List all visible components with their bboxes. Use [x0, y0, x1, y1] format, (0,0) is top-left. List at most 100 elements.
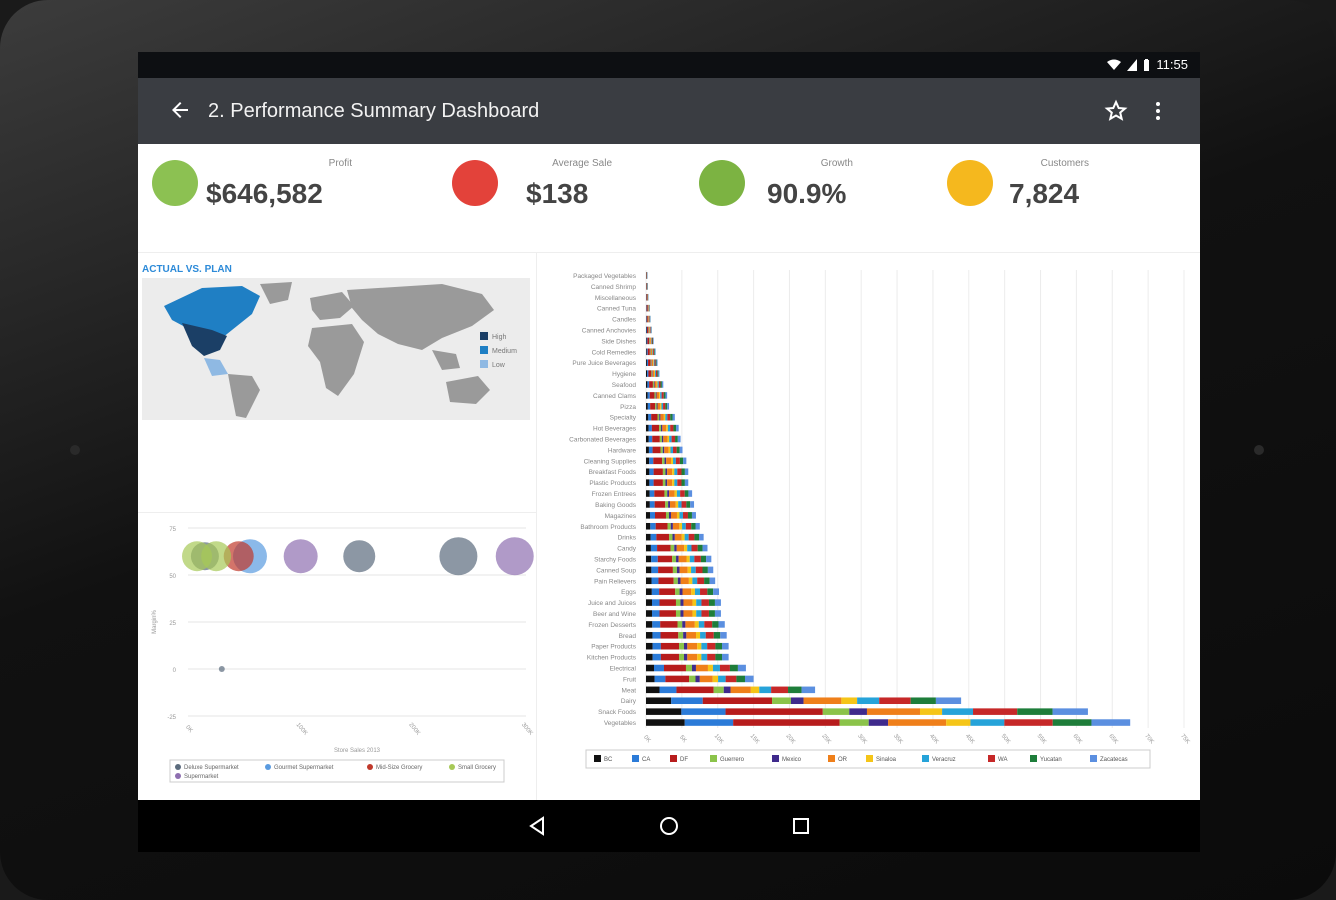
category-label: Bread: [619, 633, 637, 640]
kpi-profit[interactable]: Profit $646,582: [152, 156, 382, 236]
bar-segment: [649, 479, 654, 486]
bar-segment: [653, 359, 655, 366]
bar-segment: [694, 555, 701, 563]
bubble-chart[interactable]: 75 50 25 0 -25 0K 100K 200K 300K Margin% Store Sal…: [138, 516, 536, 796]
bar-segment: [708, 610, 715, 617]
bar-segment: [649, 512, 655, 519]
legend-label: Guerrero: [720, 757, 745, 763]
bar-segment: [725, 675, 737, 683]
bar-segment: [665, 392, 668, 399]
legend-swatch: [866, 755, 873, 762]
bar-segment: [677, 468, 682, 476]
bar-segment: [649, 348, 651, 356]
bar-segment: [695, 522, 700, 530]
bar-segment: [680, 577, 689, 585]
bar-segment: [676, 490, 681, 497]
bar-segment: [681, 708, 726, 715]
bar-segment: [652, 653, 661, 661]
more-options-icon[interactable]: [1146, 99, 1170, 123]
bar-segment: [714, 599, 721, 606]
category-label: Cold Remedies: [592, 349, 637, 356]
bar-segment: [685, 664, 692, 672]
bar-segment: [646, 708, 682, 715]
bar-segment: [649, 392, 655, 399]
bar-segment: [665, 675, 690, 683]
legend-swatch: [449, 764, 455, 770]
bar-segment: [656, 359, 658, 366]
bar-segment: [647, 326, 649, 334]
bar-segment: [647, 381, 650, 388]
bar-segment: [719, 664, 730, 672]
x-tick-label: 5K: [678, 735, 687, 744]
bar-segment: [672, 522, 680, 530]
bar-segment: [654, 381, 657, 388]
kpi-value: $646,582: [206, 178, 323, 209]
bar-segment: [678, 555, 687, 563]
bar-segment: [866, 708, 920, 715]
bar-segment: [655, 370, 656, 377]
bar-segment: [658, 566, 673, 574]
bar-segment: [713, 632, 721, 639]
bar-segment: [653, 337, 654, 345]
category-label: Vegetables: [604, 720, 637, 727]
nav-recents-icon[interactable]: [789, 814, 813, 838]
bar-segment: [673, 577, 678, 585]
world-map[interactable]: High Medium Low: [142, 278, 530, 420]
bar-segment: [654, 348, 655, 356]
bar-segment: [660, 642, 680, 650]
bar-segment: [715, 653, 723, 661]
bar-segment: [662, 468, 666, 476]
bubble-point: [283, 539, 318, 574]
bar-segment: [659, 588, 676, 595]
sensor-dot: [1254, 445, 1264, 455]
bar-segment: [674, 479, 678, 486]
bar-segment: [679, 522, 683, 530]
bar-segment: [646, 686, 660, 694]
bar-segment: [705, 632, 714, 639]
bar-segment: [709, 577, 716, 585]
bar-segment: [656, 392, 660, 399]
bar-segment: [665, 479, 668, 486]
bubble-point: [218, 666, 225, 672]
bar-segment: [682, 621, 686, 628]
bar-segment: [664, 446, 669, 454]
bar-segment: [672, 566, 677, 574]
bar-segment: [680, 599, 684, 606]
stacked-bar-chart[interactable]: 0K 5K 10K 15K 20K 25K 30K 35K 40K 45K 50K 55K 60K 65K…: [538, 256, 1200, 800]
y-tick-label: 75: [169, 527, 176, 533]
category-label: Dairy: [621, 698, 637, 705]
bar-segment: [649, 337, 651, 345]
divider: [138, 512, 536, 513]
kpi-customers[interactable]: Customers 7,824: [947, 156, 1167, 236]
bar-segment: [663, 403, 666, 410]
nav-home-icon[interactable]: [657, 814, 681, 838]
bar-segment: [663, 664, 686, 672]
star-icon[interactable]: [1104, 99, 1128, 123]
kpi-average-sale[interactable]: Average Sale $138: [452, 156, 652, 236]
bar-segment: [676, 555, 679, 563]
category-label: Canned Clams: [593, 393, 637, 400]
bar-segment: [646, 359, 649, 366]
kpi-growth[interactable]: Growth 90.9%: [699, 156, 899, 236]
bar-segment: [652, 370, 655, 377]
bar-segment: [675, 610, 681, 617]
nav-back-icon[interactable]: [525, 814, 549, 838]
bar-segment: [667, 435, 670, 443]
bar-segment: [653, 664, 664, 672]
bar-segment: [651, 588, 660, 595]
bar-segment: [671, 697, 703, 705]
category-label: Frozen Entrees: [592, 491, 637, 498]
bar-segment: [839, 719, 869, 726]
bar-segment: [659, 610, 676, 617]
bubble-point: [439, 537, 478, 576]
bar-segment: [702, 697, 773, 705]
bar-segment: [646, 610, 652, 617]
bar-segment: [759, 686, 772, 694]
back-arrow-icon[interactable]: [168, 98, 192, 122]
bar-segment: [722, 653, 729, 661]
legend-label: Small Grocery: [458, 765, 496, 771]
bar-segment: [652, 381, 654, 388]
bar-segment: [654, 359, 656, 366]
bar-segment: [659, 413, 661, 421]
bar-segment: [670, 413, 673, 421]
